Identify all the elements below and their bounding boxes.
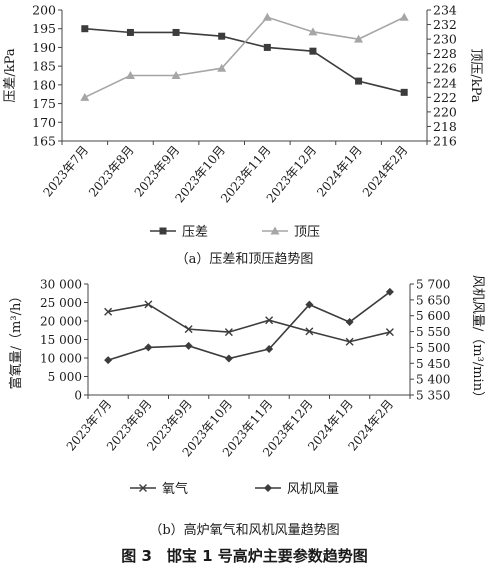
data-point-1 [400, 88, 408, 96]
data-point-1 [309, 47, 317, 55]
data-point-1 [104, 307, 113, 316]
y-tick-label-right: 5 650 [416, 293, 450, 307]
y-tick-label-right: 5 550 [416, 325, 450, 339]
y-tick-label-right: 222 [433, 90, 457, 105]
data-point-2 [385, 287, 394, 296]
y-tick-label-left: 0 [74, 389, 82, 403]
y-tick-label-left: 175 [32, 96, 56, 111]
legend-marker-2 [264, 484, 272, 492]
data-point-1 [263, 43, 271, 51]
x-tick-label: 2024年1月 [314, 143, 365, 200]
legend-label-1: 压差 [182, 225, 208, 240]
data-point-1 [385, 328, 394, 337]
y-tick-label-right: 216 [433, 134, 457, 149]
data-point-1 [224, 328, 233, 337]
data-point-1 [355, 77, 363, 85]
legend-label-2: 顶压 [294, 225, 320, 240]
data-point-1 [172, 28, 180, 36]
data-point-1 [265, 316, 274, 325]
data-point-2 [125, 71, 135, 79]
data-point-1 [305, 327, 314, 336]
y-tick-label-left: 20 000 [40, 315, 82, 329]
y-tick-label-left: 165 [32, 134, 56, 149]
y-axis-label-left: 压差/kPa [3, 48, 18, 102]
y-tick-label-right: 228 [433, 46, 457, 61]
y-tick-label-right: 5 500 [416, 341, 450, 355]
y-tick-label-left: 200 [32, 3, 56, 18]
x-tick-label: 2024年2月 [360, 143, 411, 200]
legend-marker-1 [159, 227, 167, 235]
y-tick-label-right: 5 350 [416, 389, 450, 403]
data-point-2 [305, 300, 314, 309]
caption-chart-a: （a）压差和顶压趋势图 [175, 252, 314, 267]
chart-pressure: 1651701751801851901952002162182202222242… [3, 3, 483, 241]
data-point-2 [80, 92, 90, 101]
y-tick-label-left: 185 [32, 59, 56, 74]
legend-marker-2 [270, 226, 280, 235]
y-tick-label-left: 190 [32, 40, 56, 55]
legend-marker-1 [139, 484, 147, 492]
y-tick-label-left: 195 [32, 21, 56, 36]
series-line-2 [84, 16, 405, 99]
data-point-2 [224, 354, 233, 363]
y-tick-label-right: 220 [433, 104, 457, 119]
legend-label-2: 风机风量 [287, 482, 339, 497]
x-tick-label: 2023年8月 [86, 143, 137, 200]
y-tick-label-left: 15 000 [40, 333, 82, 347]
y-tick-label-right: 232 [433, 17, 457, 32]
y-tick-label-right: 226 [433, 61, 457, 76]
data-point-2 [345, 318, 354, 327]
figure-title: 图 3 邯宝 1 号高炉主要参数趋势图 [121, 547, 368, 565]
y-tick-label-left: 5 000 [48, 370, 82, 384]
y-tick-label-right: 5 700 [416, 278, 450, 292]
y-axis-label-right: 风机风量/（m³/min） [470, 275, 485, 404]
x-tick-label: 2023年9月 [132, 143, 183, 200]
y-tick-label-left: 10 000 [40, 352, 82, 366]
data-point-2 [217, 63, 227, 72]
data-point-2 [308, 27, 318, 36]
data-point-2 [144, 343, 153, 352]
x-tick-label: 2023年7月 [40, 143, 91, 200]
data-point-1 [345, 337, 354, 346]
y-tick-label-right: 218 [433, 119, 457, 134]
y-tick-label-right: 224 [433, 75, 457, 90]
y-tick-label-right: 234 [433, 3, 457, 18]
y-tick-label-left: 170 [32, 115, 56, 130]
data-point-2 [171, 71, 181, 79]
chart-oxygen-airflow: 0 5 000 10 000 15 000 20 000 25 000 30 000 5 35… [8, 275, 485, 497]
data-point-1 [81, 25, 89, 33]
y-axis-label-right: 顶压/kPa [468, 48, 483, 102]
data-point-2 [104, 356, 113, 365]
y-tick-label-right: 5 450 [416, 357, 450, 371]
data-point-1 [184, 325, 193, 334]
data-point-1 [144, 300, 153, 309]
data-point-2 [262, 12, 272, 21]
series-line-2 [107, 291, 391, 361]
y-tick-label-left: 180 [32, 77, 56, 92]
y-tick-label-left: 25 000 [40, 296, 82, 310]
y-tick-label-right: 230 [433, 32, 457, 47]
y-tick-label-left: 30 000 [40, 278, 82, 292]
data-point-2 [354, 34, 364, 43]
caption-chart-b: （b）高炉氧气和风机风量趋势图 [149, 523, 340, 538]
data-point-2 [184, 341, 193, 350]
data-point-1 [218, 32, 226, 40]
y-axis-label-left: 富氧量/（m³/h） [8, 290, 24, 390]
legend-label-1: 氧气 [162, 481, 188, 497]
y-tick-label-right: 5 600 [416, 309, 450, 323]
data-point-2 [399, 12, 409, 21]
series-line-1 [107, 303, 391, 343]
data-point-1 [126, 28, 134, 36]
data-point-2 [265, 345, 274, 354]
y-tick-label-right: 5 400 [416, 373, 450, 387]
